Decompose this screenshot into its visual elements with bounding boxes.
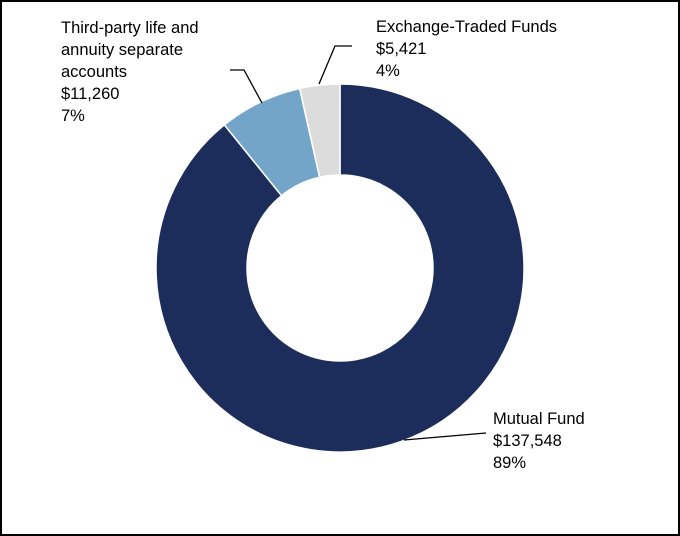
slice-1-label-name-1: annuity separate <box>61 41 183 59</box>
slice-2-label-value: $5,421 <box>376 40 426 58</box>
leader-line-0 <box>403 432 487 441</box>
slice-2-label-percent: 4% <box>376 62 400 80</box>
slices-group <box>155 83 525 453</box>
slice-0-label-name-0: Mutual Fund <box>493 410 585 428</box>
slice-2 <box>298 83 341 179</box>
labels-group: Mutual Fund $137,548 89% Third-party life a… <box>61 18 585 472</box>
leader-line-1 <box>230 69 263 104</box>
leader-line-2 <box>318 45 352 85</box>
slice-1-label-value: $11,260 <box>61 85 119 103</box>
slice-1-label-percent: 7% <box>61 107 85 125</box>
slice-1-label-name-0: Third-party life and <box>61 19 199 37</box>
slice-0 <box>155 83 525 453</box>
leader-lines-group <box>230 45 487 441</box>
slice-0-label-value: $137,548 <box>493 432 562 450</box>
slice-0-label-percent: 89% <box>493 454 526 472</box>
slice-2-label-name-0: Exchange-Traded Funds <box>376 18 557 36</box>
slice-1-label-name-2: accounts <box>61 63 127 81</box>
